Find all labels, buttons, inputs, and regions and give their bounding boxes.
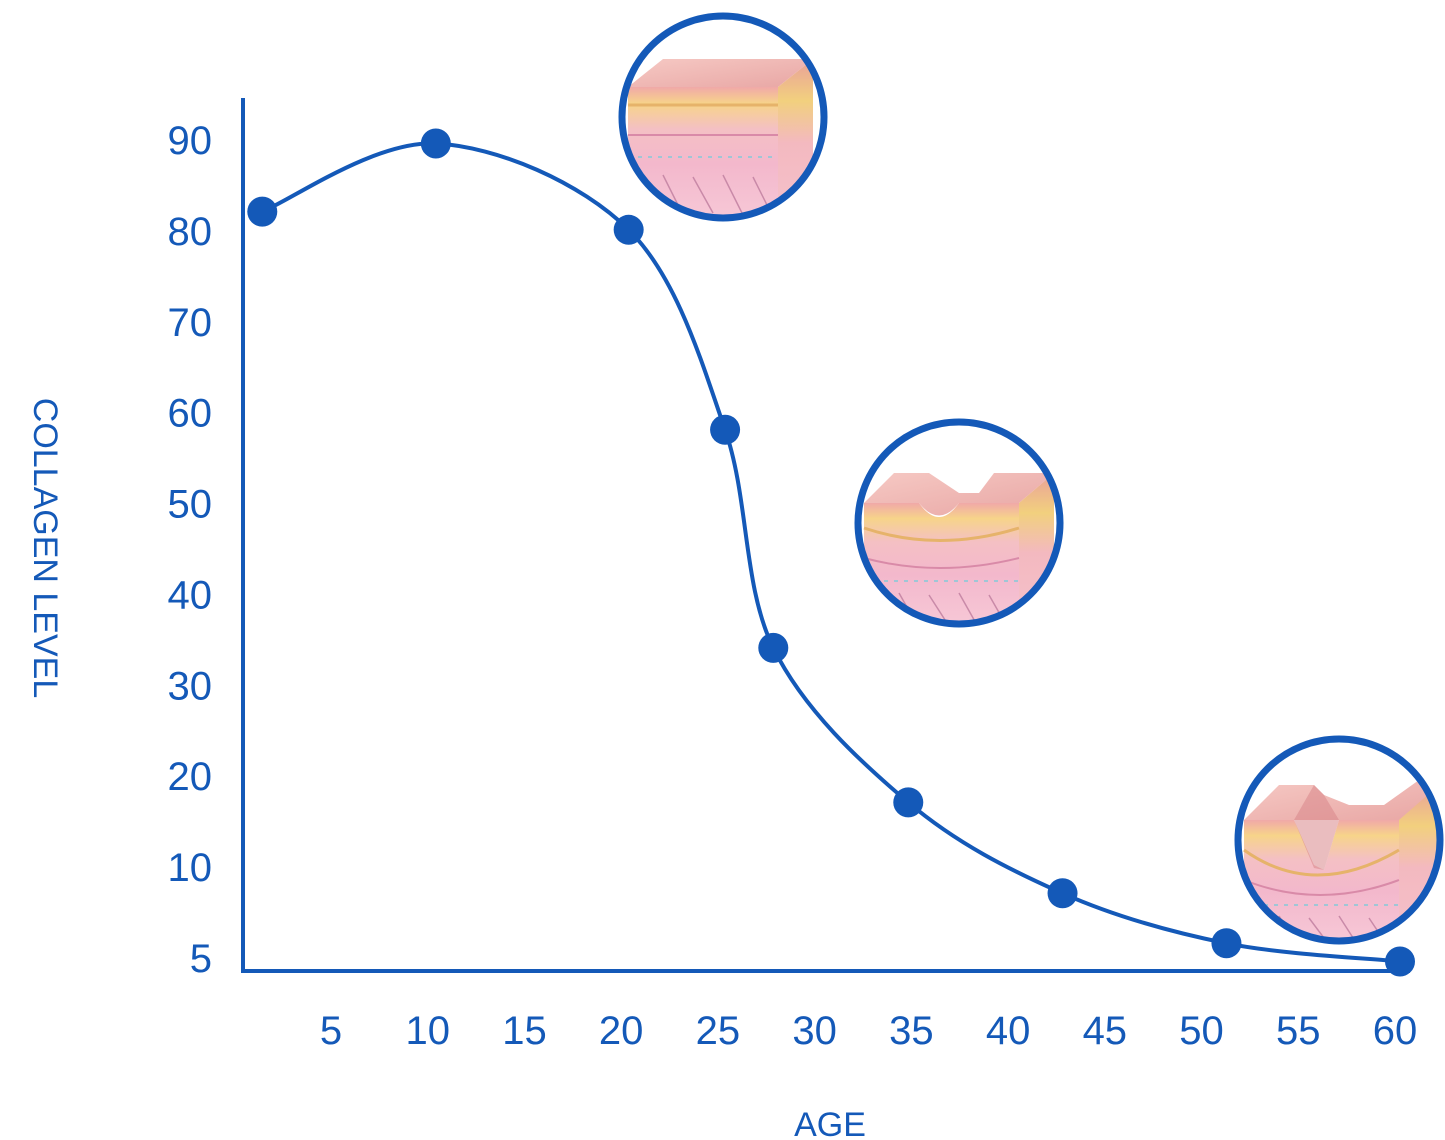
data-point — [1047, 878, 1078, 909]
skin-cross-section-shallow-wrinkle-icon — [854, 418, 1064, 628]
y-tick-label: 60 — [168, 392, 213, 436]
y-tick-label: 50 — [168, 483, 213, 527]
y-tick-label: 70 — [168, 301, 213, 345]
y-axis-title: COLLAGEN LEVEL — [26, 398, 64, 698]
x-tick-label: 20 — [599, 1009, 644, 1053]
skin-cross-section-smooth-icon — [618, 12, 828, 222]
x-axis-title: AGE — [794, 1106, 866, 1140]
data-point — [710, 414, 741, 445]
x-tick-label: 10 — [405, 1009, 450, 1053]
y-tick-label: 20 — [168, 755, 213, 799]
x-tick-label: 15 — [502, 1009, 547, 1053]
data-point — [613, 214, 644, 245]
x-tick-label: 35 — [889, 1009, 934, 1053]
series-line — [261, 141, 1401, 964]
y-tick-label: 80 — [168, 210, 213, 254]
x-tick-label: 40 — [986, 1009, 1031, 1053]
data-point — [758, 632, 789, 663]
y-tick-label: 40 — [168, 573, 213, 617]
data-point — [893, 787, 924, 818]
skin-cross-section-deep-wrinkle-icon — [1234, 735, 1444, 945]
y-tick-label: 30 — [168, 664, 213, 708]
x-tick-label: 45 — [1083, 1009, 1128, 1053]
data-point — [1211, 928, 1242, 959]
data-point — [247, 196, 278, 227]
y-tick-label: 90 — [168, 119, 213, 163]
y-tick-label: 5 — [190, 937, 212, 981]
data-point — [420, 128, 451, 159]
x-tick-label: 60 — [1373, 1009, 1418, 1053]
x-tick-label: 25 — [696, 1009, 741, 1053]
y-tick-label: 10 — [168, 846, 213, 890]
x-tick-label: 50 — [1179, 1009, 1224, 1053]
data-point — [1385, 946, 1415, 977]
x-tick-label: 30 — [792, 1009, 837, 1053]
x-tick-label: 55 — [1276, 1009, 1321, 1053]
x-tick-label: 5 — [320, 1009, 342, 1053]
